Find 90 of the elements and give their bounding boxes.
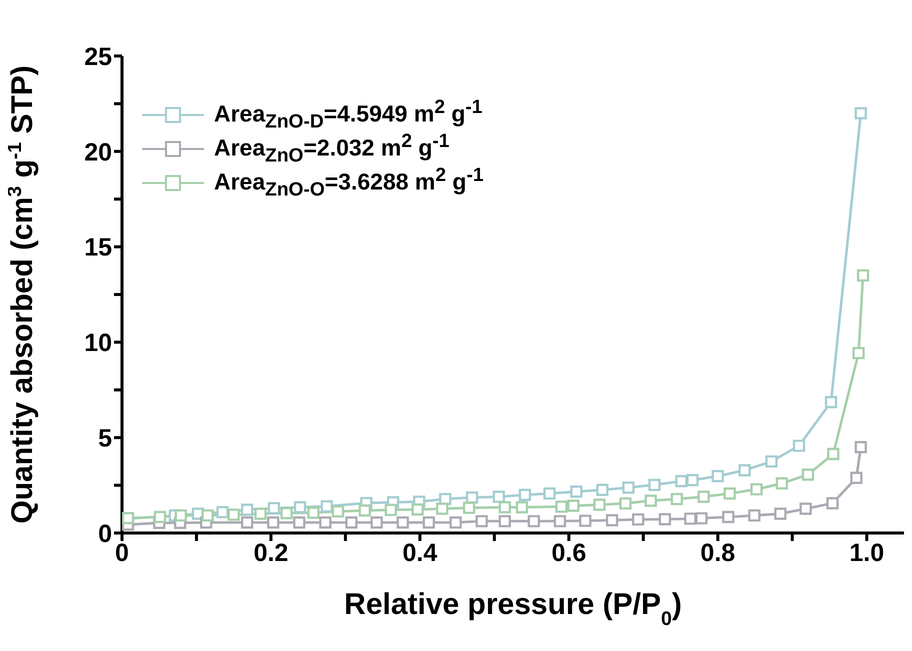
point — [579, 514, 592, 527]
point — [528, 515, 540, 528]
point — [686, 474, 699, 486]
point — [307, 506, 320, 519]
legend-label: Area$_{ZnO-D}$=4.5949 m$^{2}$ g$^{-1}$ — [214, 96, 482, 132]
point — [644, 494, 657, 507]
legend-label: Area$_{ZnO}$=2.032 m$^{2}$ g$^{-1}$ — [214, 130, 450, 166]
point — [516, 501, 528, 514]
point — [606, 514, 618, 526]
point — [268, 502, 280, 514]
point — [412, 503, 424, 516]
point — [670, 492, 683, 506]
point — [622, 481, 635, 494]
point — [543, 487, 556, 500]
point — [422, 516, 435, 529]
point — [792, 440, 806, 452]
point — [722, 510, 734, 524]
point — [802, 468, 814, 481]
point — [824, 396, 838, 408]
point — [765, 455, 778, 468]
point — [216, 506, 229, 518]
point — [826, 497, 839, 510]
point — [498, 501, 511, 514]
point — [294, 501, 306, 514]
point — [241, 516, 254, 529]
point — [748, 509, 760, 522]
point — [396, 516, 409, 529]
y-tick-label: 25 — [84, 42, 112, 71]
point — [724, 487, 736, 500]
point — [280, 507, 293, 520]
point — [358, 504, 371, 517]
point — [776, 477, 788, 490]
point — [498, 515, 511, 528]
point — [856, 269, 870, 282]
point — [492, 490, 505, 503]
x-tick-label: 0.6 — [551, 538, 586, 567]
legend-label: Area$_{ZnO-O}$=3.6288 m$^{2}$ g$^{-1}$ — [214, 164, 484, 202]
point — [202, 509, 214, 522]
point — [695, 512, 708, 524]
point — [750, 483, 763, 496]
point — [698, 490, 710, 503]
point — [293, 516, 306, 529]
point — [854, 107, 867, 120]
point — [518, 488, 532, 501]
point — [462, 502, 476, 514]
point — [619, 497, 632, 510]
point — [658, 513, 672, 526]
point — [241, 504, 254, 516]
point — [254, 508, 267, 520]
point — [632, 513, 644, 526]
point — [345, 516, 358, 529]
point — [332, 505, 344, 518]
point — [320, 500, 333, 512]
point — [554, 515, 566, 528]
point — [675, 475, 688, 488]
point — [384, 504, 397, 516]
point — [827, 448, 840, 460]
point — [228, 508, 240, 521]
point — [852, 346, 865, 360]
point — [154, 510, 166, 524]
point — [450, 516, 462, 529]
point — [370, 516, 383, 529]
point — [648, 478, 661, 492]
point — [174, 509, 187, 522]
point — [774, 508, 786, 520]
y-tick-label: 0 — [98, 520, 112, 548]
point — [854, 441, 867, 454]
x-tick-label: 1.0 — [849, 538, 884, 567]
point — [800, 502, 812, 515]
point — [738, 464, 751, 476]
point — [850, 472, 862, 484]
point — [567, 500, 580, 512]
point — [593, 498, 606, 511]
point — [596, 484, 608, 496]
point — [570, 485, 582, 498]
x-axis-title: Relative pressure (P/P$_{0}$) — [344, 588, 682, 630]
y-tick-label: 10 — [84, 329, 112, 358]
point — [476, 515, 488, 528]
point — [684, 512, 696, 525]
point — [267, 516, 280, 529]
point — [436, 502, 448, 515]
y-tick-label: 15 — [84, 234, 112, 262]
y-tick-label: 20 — [84, 138, 112, 166]
point — [712, 470, 724, 482]
point — [319, 516, 332, 529]
point — [555, 500, 568, 513]
x-tick-label: 0.8 — [700, 538, 736, 567]
x-tick-label: 0.2 — [254, 538, 288, 567]
y-tick-label: 5 — [98, 424, 112, 452]
x-tick-label: 0.4 — [402, 538, 438, 567]
